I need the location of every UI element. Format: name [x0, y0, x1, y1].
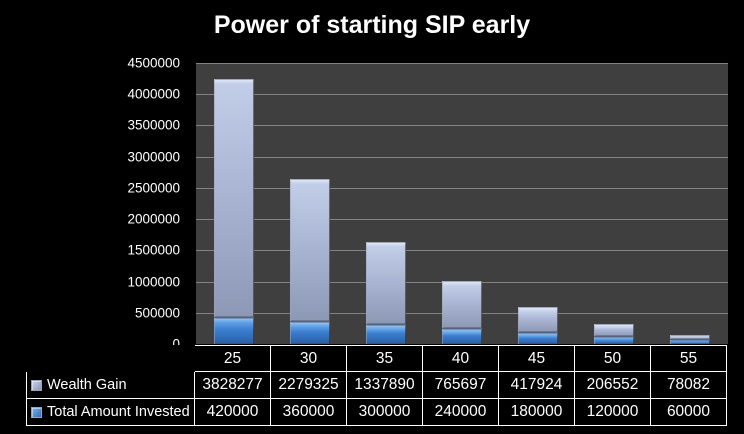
- value-cell: 120000: [575, 399, 651, 426]
- bar-segment-wealth-gain: [518, 306, 558, 333]
- value-cell: 300000: [347, 399, 423, 426]
- category-cell: 25: [195, 345, 271, 372]
- category-cell: 45: [499, 345, 575, 372]
- bar-segment-total-amount-invested: [518, 332, 558, 344]
- y-axis-tick-label: 1500000: [127, 242, 180, 258]
- bar-segment-wealth-gain: [442, 281, 482, 330]
- bar-segment-wealth-gain: [594, 323, 634, 337]
- table-corner-cell: [26, 345, 195, 372]
- legend-key-icon: [31, 406, 42, 418]
- legend-key-icon: [31, 379, 42, 391]
- category-cell: 40: [423, 345, 499, 372]
- y-axis-tick-label: 4000000: [127, 86, 180, 102]
- y-axis-tick-label: 3000000: [127, 149, 180, 165]
- data-table: 25 30 35 40 45 50 55 Wealth Gain 3828277 2279325 1…: [26, 345, 727, 426]
- bar-segment-total-amount-invested: [366, 325, 406, 344]
- bar-segment-wealth-gain: [290, 179, 330, 322]
- value-cell: 420000: [195, 399, 271, 426]
- y-axis: 4500000 4000000 3500000 3000000 2500000 20000…: [0, 0, 188, 434]
- plot-area: [196, 63, 728, 344]
- value-cell: 206552: [575, 372, 651, 399]
- value-cell: 2279325: [271, 372, 347, 399]
- bar-group-age-45: [518, 63, 558, 344]
- gridline: [196, 63, 728, 64]
- legend-label: Wealth Gain: [47, 377, 127, 393]
- bar-segment-wealth-gain: [670, 335, 710, 341]
- value-cell: 765697: [423, 372, 499, 399]
- y-axis-tick-label: 2000000: [127, 211, 180, 227]
- y-axis-tick-label: 1000000: [127, 274, 180, 290]
- value-cell: 78082: [651, 372, 727, 399]
- value-cell: 1337890: [347, 372, 423, 399]
- bar-segment-total-amount-invested: [670, 340, 710, 344]
- gridline: [196, 94, 728, 96]
- bar-segment-total-amount-invested: [290, 321, 330, 344]
- chart-title: Power of starting SIP early: [213, 11, 531, 39]
- value-cell: 180000: [499, 399, 575, 426]
- legend-label: Total Amount Invested: [47, 404, 190, 420]
- bar-group-age-50: [594, 63, 634, 344]
- bar-segment-total-amount-invested: [442, 329, 482, 344]
- y-axis-tick-label: 0: [172, 336, 180, 352]
- bar-segment-total-amount-invested: [594, 336, 634, 344]
- value-cell: 3828277: [195, 372, 271, 399]
- category-cell: 30: [271, 345, 347, 372]
- gridline: [196, 187, 728, 189]
- gridline: [196, 125, 728, 127]
- category-cell: 55: [651, 345, 727, 372]
- y-axis-tick-label: 4500000: [127, 55, 180, 71]
- category-cell: 50: [575, 345, 651, 372]
- gridline: [196, 219, 728, 221]
- bar-group-age-55: [670, 63, 710, 344]
- legend-cell-total-amount-invested: Total Amount Invested: [26, 399, 195, 426]
- gridline: [196, 250, 728, 252]
- y-axis-tick-label: 500000: [134, 305, 180, 321]
- value-cell: 60000: [651, 399, 727, 426]
- y-axis-tick-label: 3500000: [127, 117, 180, 133]
- y-axis-tick-label: 2500000: [127, 180, 180, 196]
- bar-segment-total-amount-invested: [214, 317, 254, 344]
- value-cell: 417924: [499, 372, 575, 399]
- value-cell: 240000: [423, 399, 499, 426]
- value-cell: 360000: [271, 399, 347, 426]
- category-cell: 35: [347, 345, 423, 372]
- legend-cell-wealth-gain: Wealth Gain: [26, 372, 195, 399]
- bar-group-age-30: [290, 63, 330, 344]
- bar-group-age-35: [366, 63, 406, 344]
- bar-group-age-40: [442, 63, 482, 344]
- bar-group-age-25: [214, 63, 254, 344]
- gridline: [196, 156, 728, 158]
- bar-segment-wealth-gain: [366, 241, 406, 326]
- bar-segment-wealth-gain: [214, 78, 254, 318]
